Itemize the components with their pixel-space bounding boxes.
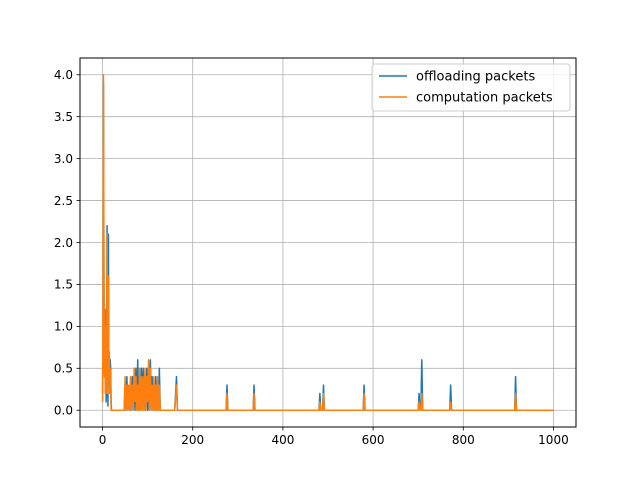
legend-label-computation: computation packets (416, 91, 553, 106)
y-tick-label: 0.5 (54, 362, 73, 376)
series-layer (101, 74, 554, 411)
y-tick-label: 4.0 (54, 68, 73, 82)
y-tick-label: 2.0 (54, 236, 73, 250)
x-tick-label: 1000 (538, 433, 569, 447)
y-tick-label: 3.0 (54, 152, 73, 166)
x-tick-label: 800 (452, 433, 475, 447)
x-tick-label: 200 (181, 433, 204, 447)
y-tick-label: 2.5 (54, 194, 73, 208)
y-tick-label: 1.5 (54, 278, 73, 292)
y-tick-label: 1.0 (54, 320, 73, 334)
x-tick-label: 0 (99, 433, 107, 447)
axis-ticks: 0 200 400 600 800 1000 0.0 0.5 1.0 1.5 2.0 2.5 3.0 3.… (54, 68, 569, 447)
legend: offloading packets computation packets (371, 63, 571, 112)
y-tick-label: 0.0 (54, 404, 73, 418)
computation-packets-line (101, 74, 554, 411)
x-tick-label: 600 (362, 433, 385, 447)
legend-box (371, 63, 571, 112)
y-tick-label: 3.5 (54, 110, 73, 124)
legend-label-offloading: offloading packets (416, 70, 535, 85)
x-tick-label: 400 (271, 433, 294, 447)
